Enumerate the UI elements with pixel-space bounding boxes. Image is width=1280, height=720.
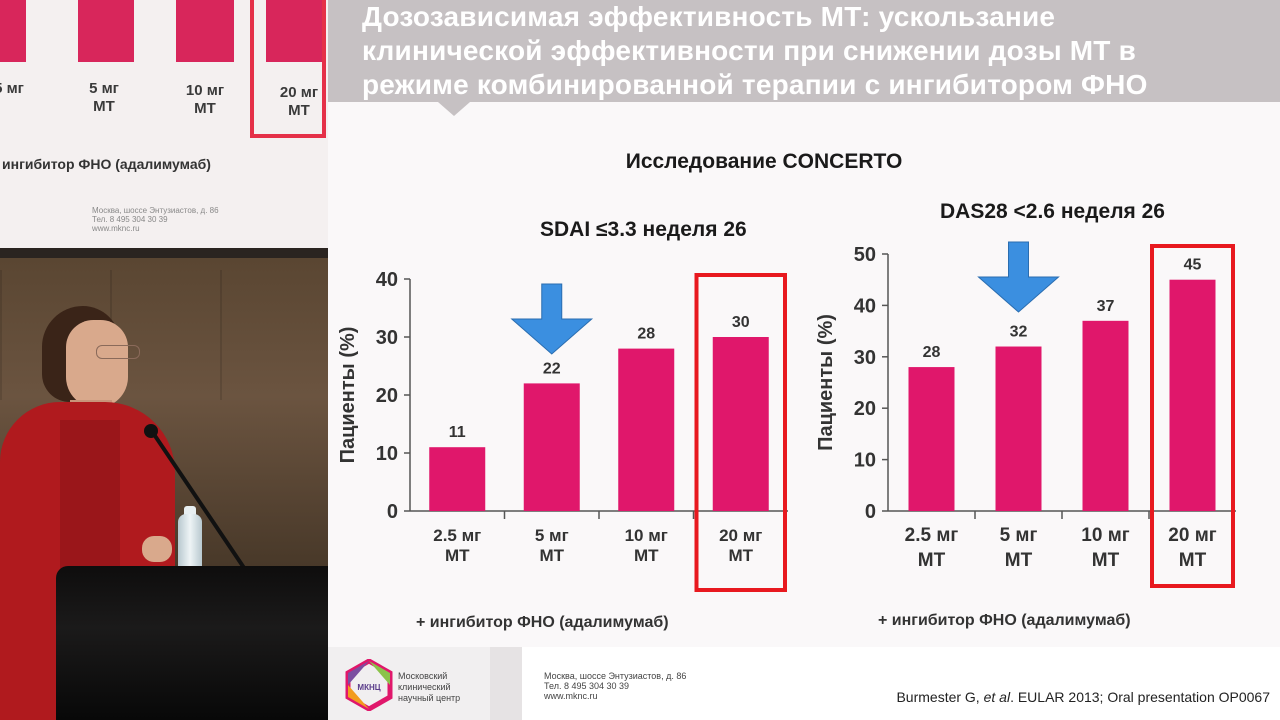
- footer-separator: [490, 647, 522, 720]
- bar: [712, 337, 769, 511]
- logo-abbr: МКНЦ: [357, 683, 380, 692]
- chart-2-footnote: + ингибитор ФНО (адалимумаб): [878, 612, 1131, 629]
- study-title: Исследование CONCERTO: [625, 150, 903, 173]
- slide-title-line: клинической эффективности при снижении д…: [362, 35, 1137, 66]
- crop-tick-label: 10 мг МТ: [185, 82, 225, 117]
- x-tick-label: 10 мг: [625, 526, 668, 545]
- y-tick-label: 40: [376, 269, 398, 291]
- title-band: Дозозависимая эффективность МТ: ускольза…: [328, 0, 1280, 102]
- slide-title-line: Дозозависимая эффективность МТ: ускольза…: [362, 1, 1056, 32]
- y-axis-label: Пациенты (%): [337, 327, 359, 464]
- screen-edge: [0, 248, 328, 260]
- crop-highlight-box: [250, 0, 326, 138]
- x-tick-label: 5 мг: [535, 526, 569, 545]
- x-tick-label: 2.5 мг: [433, 526, 481, 545]
- data-label: 11: [449, 424, 466, 441]
- y-tick-label: 0: [387, 501, 398, 523]
- crop-caption: ингибитор ФНО (адалимумаб): [2, 156, 211, 172]
- slide-title-line: режиме комбинированной терапии с ингибит…: [362, 69, 1148, 100]
- slide-footer: МКНЦ Московский клинический научный цент…: [328, 647, 1280, 720]
- bar: [523, 383, 580, 511]
- chart-2-title: DAS28 <2.6 неделя 26: [940, 200, 1165, 223]
- y-tick-label: 30: [376, 327, 398, 349]
- reference-citation: Burmester G, et al. EULAR 2013; Oral pre…: [896, 689, 1270, 705]
- org-name: Московский клинический научный центр: [398, 671, 461, 703]
- y-tick-label: 10: [376, 443, 398, 465]
- chart-1-footnote: + ингибитор ФНО (адалимумаб): [416, 614, 669, 631]
- data-label: 22: [543, 360, 561, 377]
- speaker-hand: [142, 536, 172, 562]
- crop-bar: [78, 0, 134, 62]
- slide-title: Дозозависимая эффективность МТ: ускольза…: [362, 0, 1272, 102]
- bar: [618, 348, 675, 511]
- highlight-box: [694, 273, 787, 592]
- crop-tick-label: 5 мг: [0, 80, 24, 97]
- x-tick-label: МТ: [634, 546, 659, 565]
- x-tick-label: МТ: [539, 546, 564, 565]
- podium: [56, 566, 328, 720]
- y-tick-label: 20: [376, 385, 398, 407]
- title-notch: [438, 102, 470, 116]
- crop-bar: [0, 0, 26, 62]
- crop-tick-label: 5 мг МТ: [89, 80, 119, 115]
- down-arrow-icon: [510, 283, 594, 355]
- data-label: 30: [732, 314, 750, 331]
- mknc-logo-icon: МКНЦ: [345, 659, 393, 711]
- footer-address: Москва, шоссе Энтузиастов, д. 86 Тел. 8 …: [544, 671, 687, 701]
- footer-logo-area: [328, 647, 490, 720]
- x-tick-label: 20 мг: [719, 526, 762, 545]
- chart-1-title: SDAI ≤3.3 неделя 26: [540, 218, 747, 241]
- crop-bar: [266, 0, 322, 62]
- bar: [429, 447, 486, 511]
- x-tick-label: МТ: [445, 546, 470, 565]
- crop-tick-label: 20 мг МТ: [279, 84, 319, 119]
- speaker-face: [66, 320, 128, 408]
- glasses-icon: [96, 345, 140, 359]
- data-label: 28: [637, 326, 655, 343]
- crop-bar: [176, 0, 234, 62]
- crop-address: Москва, шоссе Энтузиастов, д. 86 Тел. 8 …: [92, 206, 219, 233]
- x-tick-label: МТ: [728, 546, 753, 565]
- presentation-slide: Дозозависимая эффективность МТ: ускольза…: [328, 0, 1280, 720]
